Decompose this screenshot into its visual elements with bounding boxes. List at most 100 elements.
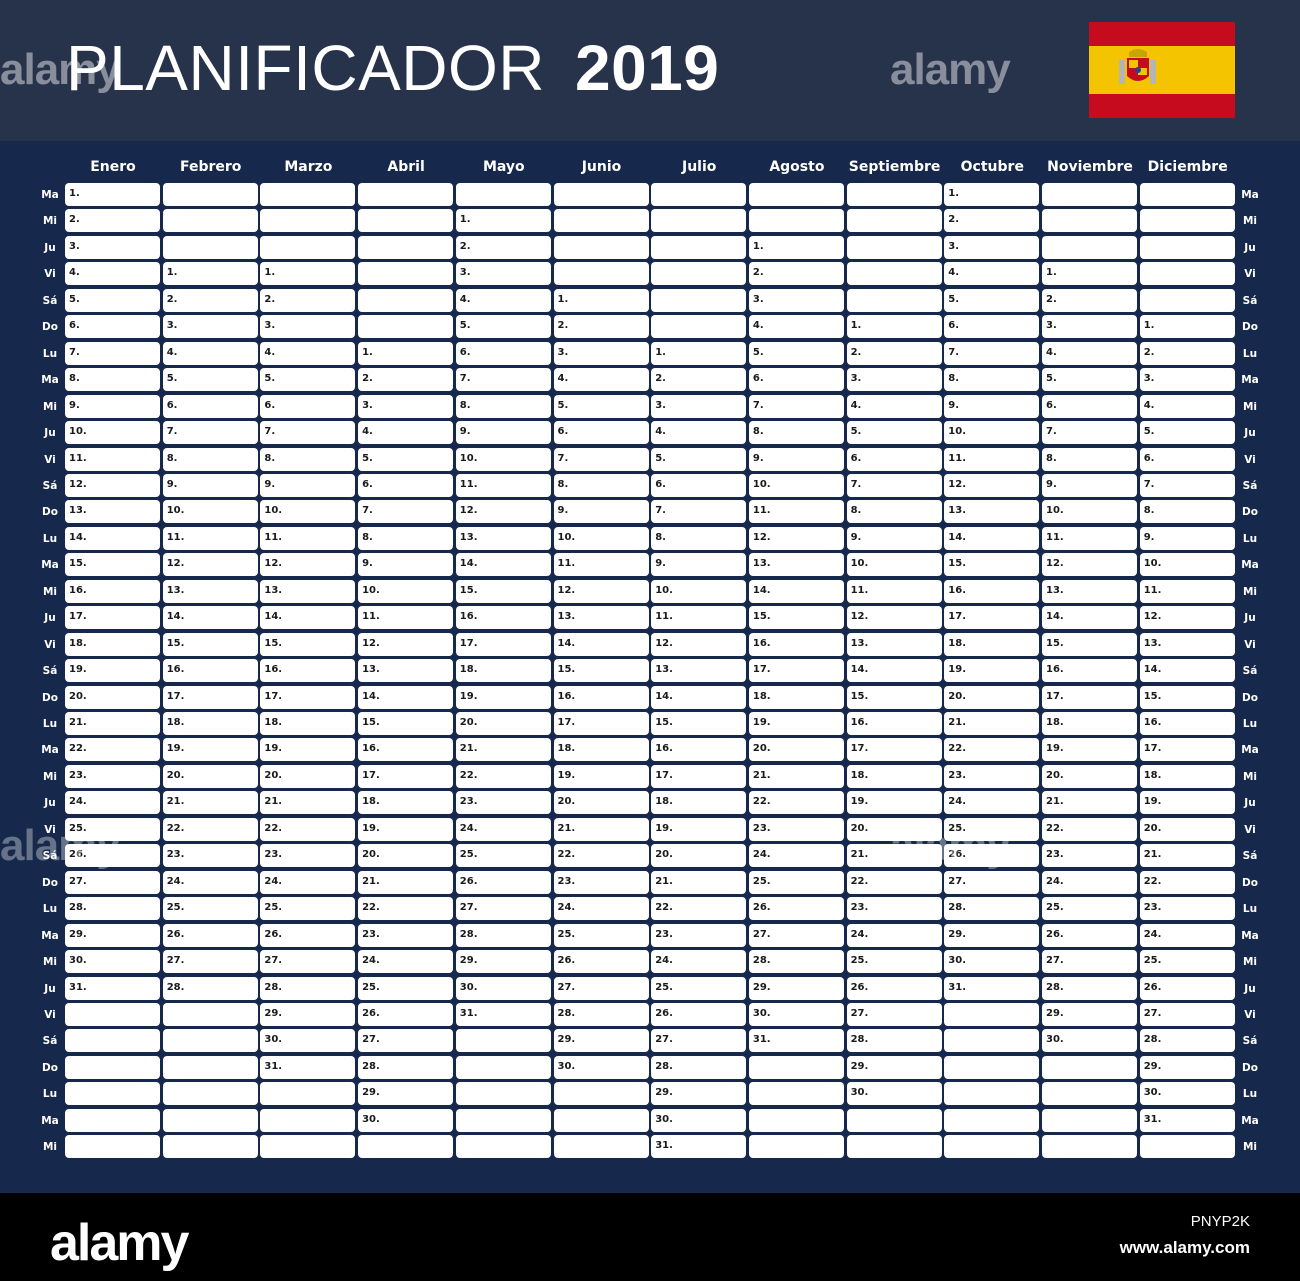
day-cell[interactable]: 17. [748,659,844,683]
day-cell[interactable] [1042,235,1137,259]
day-cell[interactable]: 6. [1042,394,1137,418]
day-cell[interactable] [651,235,747,259]
day-cell[interactable]: 21. [846,844,942,868]
day-cell[interactable]: 27. [553,976,649,1000]
day-cell[interactable]: 9. [1139,526,1235,550]
day-cell[interactable]: 14. [846,659,942,683]
day-cell[interactable]: 23. [358,923,454,947]
day-cell[interactable]: 12. [748,526,844,550]
day-cell[interactable]: 10. [1139,553,1235,577]
day-cell[interactable]: 26. [162,923,258,947]
day-cell[interactable]: 4. [455,288,551,312]
day-cell[interactable]: 14. [748,579,844,603]
day-cell[interactable]: 8. [748,421,844,445]
day-cell[interactable]: 13. [553,606,649,630]
day-cell[interactable] [944,1108,1040,1132]
day-cell[interactable]: 21. [1139,844,1235,868]
day-cell[interactable]: 26. [846,976,942,1000]
day-cell[interactable]: 27. [944,870,1040,894]
day-cell[interactable] [748,1055,844,1079]
day-cell[interactable]: 8. [651,526,747,550]
day-cell[interactable]: 29. [1139,1055,1235,1079]
day-cell[interactable] [260,1135,356,1159]
day-cell[interactable]: 7. [455,368,551,392]
day-cell[interactable]: 11. [944,447,1040,471]
day-cell[interactable]: 10. [748,473,844,497]
day-cell[interactable]: 21. [748,764,844,788]
day-cell[interactable]: 27. [748,923,844,947]
day-cell[interactable]: 26. [651,1002,747,1026]
day-cell[interactable] [65,1055,160,1079]
day-cell[interactable] [162,235,258,259]
day-cell[interactable]: 29. [260,1002,356,1026]
day-cell[interactable]: 10. [846,553,942,577]
day-cell[interactable] [748,1082,844,1106]
day-cell[interactable]: 28. [358,1055,454,1079]
day-cell[interactable]: 27. [260,950,356,974]
day-cell[interactable]: 21. [1042,791,1137,815]
day-cell[interactable]: 17. [162,685,258,709]
day-cell[interactable]: 29. [944,923,1040,947]
day-cell[interactable]: 31. [65,976,160,1000]
day-cell[interactable] [553,262,649,286]
day-cell[interactable]: 4. [260,341,356,365]
day-cell[interactable] [162,209,258,233]
day-cell[interactable]: 24. [846,923,942,947]
day-cell[interactable]: 30. [358,1108,454,1132]
day-cell[interactable] [1042,1135,1137,1159]
day-cell[interactable]: 17. [944,606,1040,630]
day-cell[interactable]: 9. [162,473,258,497]
day-cell[interactable]: 19. [455,685,551,709]
day-cell[interactable]: 20. [944,685,1040,709]
day-cell[interactable]: 21. [260,791,356,815]
day-cell[interactable]: 26. [358,1002,454,1026]
day-cell[interactable] [65,1108,160,1132]
day-cell[interactable]: 1. [455,209,551,233]
day-cell[interactable] [748,209,844,233]
day-cell[interactable]: 17. [846,738,942,762]
day-cell[interactable]: 20. [162,764,258,788]
day-cell[interactable]: 8. [65,368,160,392]
day-cell[interactable]: 25. [944,817,1040,841]
day-cell[interactable]: 21. [162,791,258,815]
day-cell[interactable] [846,235,942,259]
day-cell[interactable]: 25. [260,897,356,921]
day-cell[interactable]: 20. [651,844,747,868]
day-cell[interactable]: 24. [748,844,844,868]
day-cell[interactable]: 18. [651,791,747,815]
day-cell[interactable]: 6. [944,315,1040,339]
day-cell[interactable]: 28. [1139,1029,1235,1053]
day-cell[interactable]: 9. [553,500,649,524]
day-cell[interactable] [162,1082,258,1106]
day-cell[interactable]: 28. [162,976,258,1000]
day-cell[interactable] [455,1108,551,1132]
day-cell[interactable]: 16. [455,606,551,630]
day-cell[interactable] [162,1002,258,1026]
day-cell[interactable]: 27. [358,1029,454,1053]
day-cell[interactable]: 15. [846,685,942,709]
day-cell[interactable]: 26. [1042,923,1137,947]
day-cell[interactable]: 2. [1139,341,1235,365]
day-cell[interactable]: 10. [553,526,649,550]
day-cell[interactable]: 22. [65,738,160,762]
day-cell[interactable]: 16. [1139,712,1235,735]
day-cell[interactable] [651,262,747,286]
day-cell[interactable]: 4. [358,421,454,445]
day-cell[interactable] [358,183,454,206]
day-cell[interactable]: 2. [260,288,356,312]
day-cell[interactable] [846,209,942,233]
day-cell[interactable] [1139,288,1235,312]
day-cell[interactable]: 8. [455,394,551,418]
day-cell[interactable]: 3. [944,235,1040,259]
day-cell[interactable]: 15. [553,659,649,683]
day-cell[interactable] [748,183,844,206]
day-cell[interactable]: 20. [553,791,649,815]
day-cell[interactable]: 23. [162,844,258,868]
day-cell[interactable]: 28. [651,1055,747,1079]
day-cell[interactable]: 8. [260,447,356,471]
day-cell[interactable]: 26. [455,870,551,894]
day-cell[interactable]: 21. [553,817,649,841]
day-cell[interactable] [944,1002,1040,1026]
day-cell[interactable]: 14. [162,606,258,630]
day-cell[interactable] [260,209,356,233]
